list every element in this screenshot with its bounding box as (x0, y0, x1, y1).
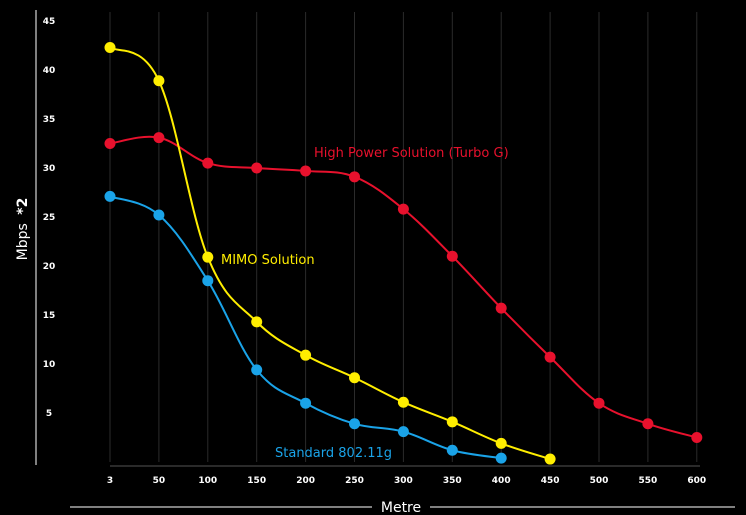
data-point (397, 396, 409, 408)
data-point (495, 437, 507, 449)
data-point (495, 452, 507, 464)
data-point (300, 349, 312, 361)
series-2 (104, 41, 556, 465)
series-1 (104, 132, 703, 443)
data-point (544, 351, 556, 363)
y-axis-title-suffix: *2 (15, 198, 31, 215)
grid-lines (109, 12, 698, 462)
data-point (153, 209, 165, 221)
x-tick-labels: 3 50 100 150 200 250 300 350 400 450 500 550 600 (107, 476, 706, 486)
data-point (104, 41, 116, 53)
data-point (446, 416, 458, 428)
series-labels: High Power Solution (Turbo G) MIMO Soluti… (221, 146, 509, 461)
series-group (104, 41, 703, 465)
y-tick-labels: 5 10 15 20 25 30 35 40 45 (43, 17, 56, 419)
data-point (397, 203, 409, 215)
x-tick-label: 100 (198, 476, 217, 486)
data-point (446, 250, 458, 262)
data-point (202, 275, 214, 287)
series-label: MIMO Solution (221, 253, 315, 268)
data-point (153, 75, 165, 87)
data-point (349, 171, 360, 183)
x-tick-label: 450 (541, 476, 560, 486)
data-point (104, 138, 116, 149)
x-tick-label: 50 (153, 476, 166, 486)
data-point (495, 302, 507, 314)
series-label: High Power Solution (Turbo G) (314, 146, 509, 161)
x-tick-label: 600 (687, 476, 706, 486)
y-tick-label: 30 (43, 164, 56, 174)
data-point (349, 372, 360, 384)
y-tick-label: 15 (43, 311, 56, 321)
data-point (251, 162, 263, 174)
y-tick-label: 20 (43, 262, 56, 272)
data-point (397, 426, 409, 438)
series-label: Standard 802.11g (275, 446, 392, 461)
data-point (642, 418, 654, 430)
data-point (153, 132, 165, 144)
data-point (593, 397, 605, 409)
y-tick-label: 45 (43, 17, 56, 27)
x-tick-label: 300 (394, 476, 413, 486)
y-axis-title: Mbps *2 (15, 198, 31, 261)
x-tick-label: 500 (590, 476, 609, 486)
x-tick-label: 550 (639, 476, 658, 486)
y-tick-label: 35 (43, 115, 56, 125)
axes (35, 10, 700, 467)
data-point (349, 418, 360, 430)
data-point (446, 444, 458, 456)
y-tick-label: 5 (46, 409, 52, 419)
data-point (544, 453, 556, 465)
data-point (300, 165, 312, 177)
series-line (109, 46, 551, 461)
data-point (104, 190, 116, 202)
series-line (109, 195, 502, 460)
y-axis-title-group: Mbps *2 (15, 198, 31, 261)
y-axis-title-main: Mbps (15, 223, 31, 260)
x-tick-label: 150 (247, 476, 266, 486)
y-tick-label: 40 (43, 66, 56, 76)
series-3 (104, 190, 507, 464)
x-tick-label: 250 (345, 476, 364, 486)
x-axis-title-group: Metre (70, 500, 735, 515)
data-point (251, 316, 263, 328)
y-tick-label: 10 (43, 360, 56, 370)
data-point (251, 364, 263, 376)
x-tick-label: 350 (443, 476, 462, 486)
y-tick-label: 25 (43, 213, 56, 223)
x-tick-label: 3 (107, 476, 113, 486)
data-point (691, 432, 703, 443)
x-axis-title: Metre (381, 500, 421, 515)
x-tick-label: 400 (492, 476, 511, 486)
data-point (300, 397, 312, 409)
x-tick-label: 200 (296, 476, 315, 486)
data-point (202, 251, 214, 263)
data-point (202, 157, 214, 169)
